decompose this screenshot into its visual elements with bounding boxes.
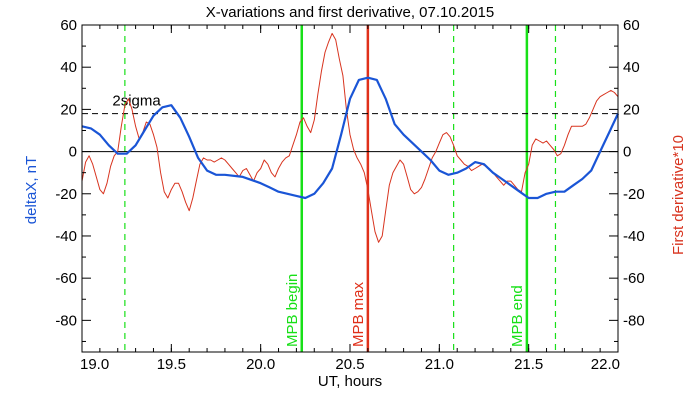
x-tick-label: 19.5 <box>157 356 186 373</box>
vertical-marker-label: MPB max <box>350 281 367 347</box>
vertical-markers: MPB begin MPB max MPB end <box>124 25 557 352</box>
vertical-marker-label: MPB begin <box>284 274 301 347</box>
series-line-derivative <box>81 32 619 243</box>
y-left-tick-label: 0 <box>69 144 77 161</box>
x-tick-label: 19.0 <box>80 356 109 373</box>
chart-title: X-variations and first derivative, 07.10… <box>206 4 495 21</box>
y-right-tick-label: 20 <box>623 101 640 118</box>
x-axis-label: UT, hours <box>318 373 382 390</box>
y-axis-left: 60 40 20 0 -20 -40 -60 -80 <box>55 17 91 342</box>
x-tick-label: 20.5 <box>335 356 364 373</box>
y-right-tick-label: -80 <box>623 312 645 329</box>
y-axis-right-label: First derivative*10 <box>670 135 687 255</box>
y-axis-right: 60 40 20 0 -20 -40 -60 -80 <box>609 17 645 342</box>
y-left-tick-label: 40 <box>60 59 77 76</box>
x-tick-label: 21.0 <box>425 356 454 373</box>
y-right-tick-label: -60 <box>623 270 645 287</box>
y-axis-left-label: deltaX, nT <box>23 156 40 224</box>
x-tick-label: 21.5 <box>514 356 543 373</box>
series <box>81 32 619 243</box>
y-right-tick-label: 0 <box>623 144 631 161</box>
y-left-tick-label: -60 <box>55 270 77 287</box>
y-left-tick-label: 60 <box>60 17 77 34</box>
vertical-marker-label: MPB end <box>509 285 526 347</box>
y-left-tick-label: -20 <box>55 186 77 203</box>
y-right-tick-label: -20 <box>623 186 645 203</box>
x-tick-label: 20.0 <box>246 356 275 373</box>
y-left-tick-label: 20 <box>60 101 77 118</box>
y-left-tick-label: -80 <box>55 312 77 329</box>
x-axis: 19.0 19.5 20.0 20.5 21.0 21.5 22.0 <box>80 25 620 373</box>
x-tick-label: 22.0 <box>591 356 620 373</box>
series-line-deltaX <box>81 76 619 200</box>
y-right-tick-label: 40 <box>623 59 640 76</box>
y-left-tick-label: -40 <box>55 228 77 245</box>
y-right-tick-label: -40 <box>623 228 645 245</box>
y-right-tick-label: 60 <box>623 17 640 34</box>
threshold-label: 2sigma <box>112 93 161 110</box>
